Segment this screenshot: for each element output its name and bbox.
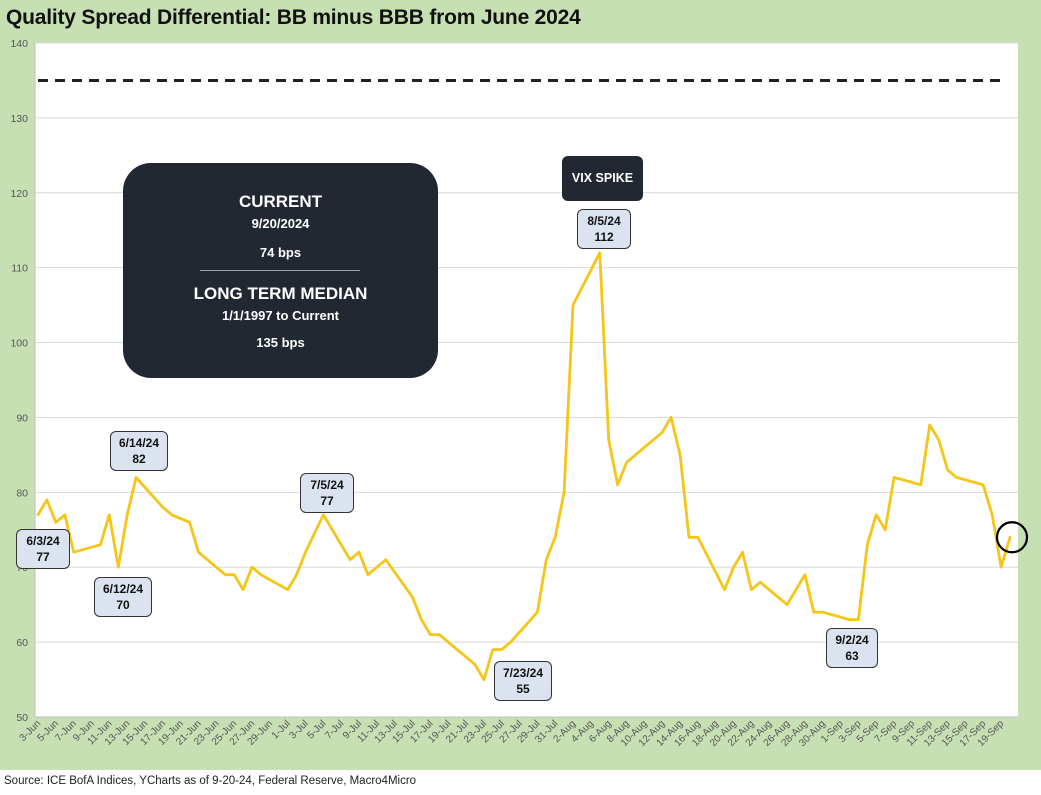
source-note: Source: ICE BofA Indices, YCharts as of … <box>4 775 417 787</box>
vix-spike-label: VIX SPIKE <box>562 156 643 201</box>
y-tick-label: 60 <box>16 637 28 649</box>
info-box: CURRENT 9/20/2024 74 bps LONG TERM MEDIA… <box>123 163 438 378</box>
y-tick-label: 80 <box>16 487 28 499</box>
callout-value: 63 <box>845 649 859 663</box>
callout-6-12: 6/12/24 70 <box>94 577 152 617</box>
callout-date: 6/12/24 <box>102 582 144 596</box>
callout-date: 6/3/24 <box>26 534 60 548</box>
info-box-divider <box>200 270 360 271</box>
current-value: 74 bps <box>259 245 302 260</box>
callout-7-23: 7/23/24 55 <box>494 661 552 701</box>
current-value-marker <box>995 521 1029 554</box>
callout-value: 112 <box>594 230 614 244</box>
y-tick-label: 90 <box>16 412 28 424</box>
current-date: 9/20/2024 <box>251 216 310 231</box>
callout-value: 55 <box>516 682 530 696</box>
y-tick-label: 120 <box>10 188 28 200</box>
plot-area <box>35 43 1018 717</box>
callout-date: 6/14/24 <box>118 436 160 450</box>
y-tick-label: 100 <box>10 338 28 350</box>
median-range: 1/1/1997 to Current <box>221 308 340 323</box>
median-value: 135 bps <box>256 335 305 350</box>
callout-date: 7/5/24 <box>310 478 344 492</box>
spread-line <box>36 251 1012 681</box>
callout-date: 7/23/24 <box>502 666 544 680</box>
median-title: LONG TERM MEDIAN <box>193 284 368 303</box>
callout-6-3: 6/3/24 77 <box>16 529 70 569</box>
last-point-circle <box>995 521 1029 554</box>
y-tick-label: 110 <box>11 263 28 275</box>
callout-value: 77 <box>320 494 334 508</box>
line-chart: 50 60 70 80 90 100 110 120 130 140 3-Jun5-Jun7-Ju… <box>10 38 1029 749</box>
chart-title: Quality Spread Differential: BB minus BB… <box>6 6 581 29</box>
y-tick-label: 50 <box>16 712 28 724</box>
x-tick-label: 5-Jul <box>305 718 328 741</box>
callout-value: 82 <box>132 452 146 466</box>
callout-date: 9/2/24 <box>835 633 869 647</box>
x-axis-ticks: 3-Jun5-Jun7-Jun9-Jun11-Jun13-Jun15-Jun17… <box>18 718 1007 749</box>
y-tick-label: 140 <box>10 38 28 50</box>
y-tick-label: 130 <box>10 113 28 125</box>
current-title: CURRENT <box>238 192 323 211</box>
callout-8-5: 8/5/24 112 <box>577 209 631 249</box>
callout-9-2: 9/2/24 63 <box>826 628 878 668</box>
series-line <box>36 251 1012 681</box>
callout-value: 70 <box>116 598 130 612</box>
callout-value: 77 <box>36 550 50 564</box>
callout-7-5: 7/5/24 77 <box>300 473 354 513</box>
x-tick-label: 1-Jul <box>270 718 293 741</box>
callout-6-14: 6/14/24 82 <box>110 431 168 471</box>
y-axis-ticks: 5060708090100110120130140 <box>10 38 28 724</box>
x-tick-label: 7-Jul <box>323 718 346 741</box>
x-tick-label: 3-Jul <box>288 718 311 741</box>
callout-date: 8/5/24 <box>587 214 621 228</box>
grid-lines <box>34 42 1018 718</box>
